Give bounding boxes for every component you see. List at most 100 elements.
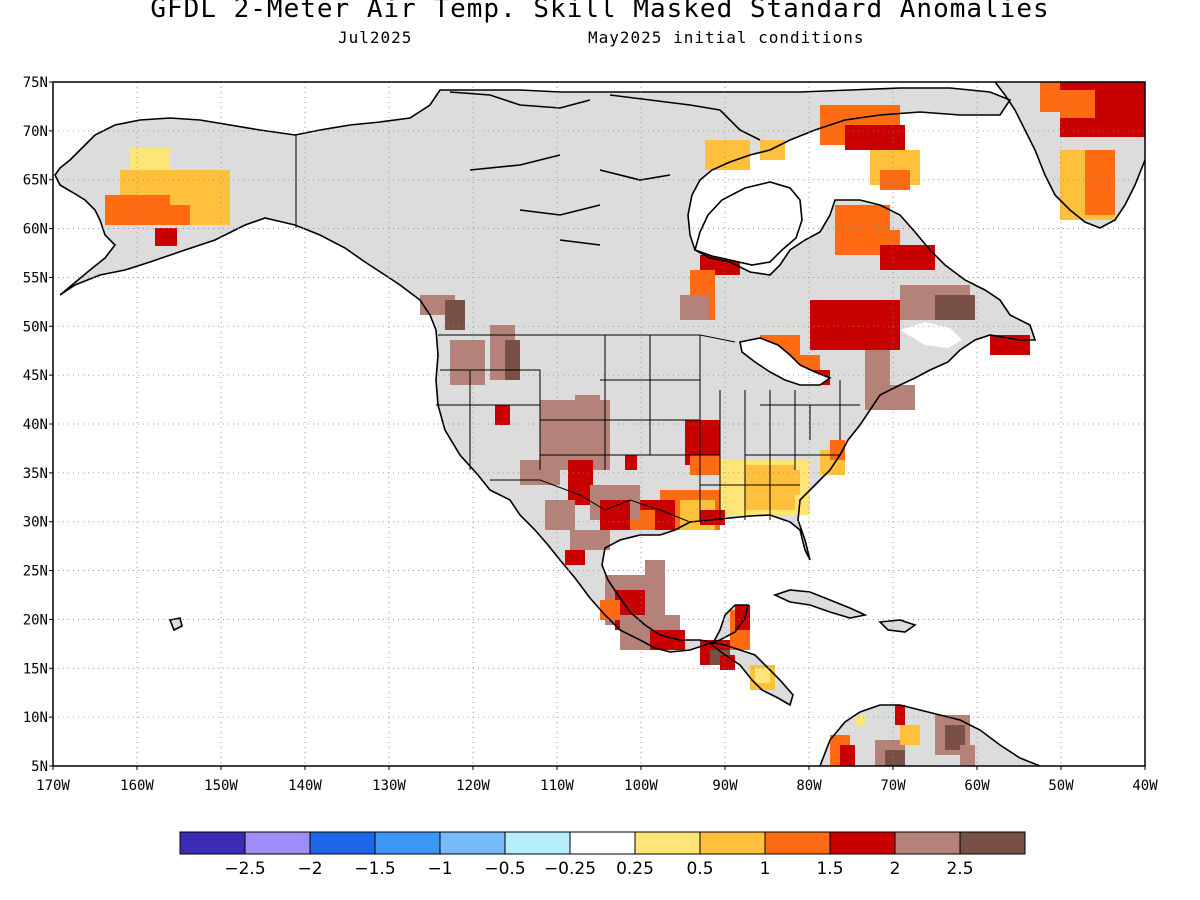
lat-label: 75N — [23, 75, 48, 91]
longitude-labels: 170W 160W 150W 140W 130W 120W 110W 100W 90W 80W 70… — [36, 766, 1158, 794]
colorbar-swatch — [634, 831, 701, 855]
hispaniola-land — [880, 620, 915, 632]
latitude-labels: 75N 70N 65N 60N 55N 50N 45N 40N 35N 30N 25N 20N 15N 1… — [23, 75, 53, 775]
anomaly-cell — [565, 550, 585, 565]
anomaly-cell — [568, 460, 593, 505]
lon-label: 150W — [204, 778, 238, 794]
gridlines — [53, 82, 1145, 766]
lon-label: 80W — [796, 778, 822, 794]
colorbar-label: −2.5 — [224, 859, 265, 879]
anomaly-cell — [855, 715, 865, 725]
anomaly-cell — [645, 560, 665, 620]
colorbar-label: −1 — [427, 859, 452, 879]
colorbar-swatch — [439, 831, 506, 855]
coastline — [54, 82, 1145, 766]
anomaly-cell — [450, 340, 485, 385]
anomaly-cell — [830, 315, 890, 345]
anomaly-cell — [960, 745, 975, 766]
anomaly-cell — [445, 300, 465, 330]
lat-label: 50N — [23, 319, 48, 335]
hudson-bay — [695, 182, 802, 265]
anomaly-cell — [755, 668, 770, 683]
anomaly-cell — [155, 228, 177, 246]
lat-label: 60N — [23, 222, 48, 238]
anomaly-cell — [935, 295, 975, 320]
anomaly-cell — [945, 725, 965, 750]
anomaly-cell — [680, 295, 710, 320]
lon-label: 170W — [36, 778, 70, 794]
anomaly-cell — [600, 500, 630, 530]
colorbar-label: 0.5 — [686, 859, 713, 879]
anomaly-cell — [885, 750, 905, 766]
lat-label: 45N — [23, 368, 48, 384]
lat-label: 35N — [23, 466, 48, 482]
colorbar-swatch — [569, 831, 636, 855]
colorbar-swatch — [959, 831, 1026, 855]
lon-label: 50W — [1048, 778, 1074, 794]
lon-label: 90W — [712, 778, 738, 794]
anomaly-cell — [575, 395, 600, 470]
lat-label: 5N — [31, 759, 48, 775]
anomaly-cell — [625, 455, 637, 470]
anomaly-cell — [780, 470, 800, 495]
colorbar-label: −2 — [297, 859, 322, 879]
colorbar-swatch — [179, 831, 246, 855]
anomaly-cell — [495, 405, 510, 425]
lon-label: 130W — [372, 778, 406, 794]
lon-label: 40W — [1132, 778, 1158, 794]
north-america-land — [55, 88, 1035, 705]
anomaly-cell — [145, 205, 190, 225]
anomaly-cell — [690, 455, 720, 475]
anomaly-cell — [760, 140, 785, 160]
lon-label: 110W — [540, 778, 574, 794]
anomaly-cell — [890, 385, 915, 410]
lat-label: 10N — [23, 710, 48, 726]
lat-label: 55N — [23, 270, 48, 286]
political-boundaries — [295, 135, 860, 523]
colorbar-swatch — [309, 831, 376, 855]
valid-month: Jul2025 — [338, 28, 413, 47]
anomaly-cell — [840, 745, 855, 766]
anomaly-cell — [895, 705, 905, 725]
lat-label: 30N — [23, 515, 48, 531]
lat-label: 15N — [23, 661, 48, 677]
anomaly-cell — [880, 245, 935, 270]
colorbar-swatch — [244, 831, 311, 855]
anomaly-cell — [505, 340, 520, 380]
anomaly-cell — [865, 350, 890, 410]
lon-label: 100W — [624, 778, 658, 794]
lon-label: 160W — [120, 778, 154, 794]
anomaly-cell — [845, 125, 905, 150]
anomaly-cell — [545, 500, 575, 530]
colorbar-swatch — [699, 831, 766, 855]
lat-label: 40N — [23, 417, 48, 433]
anomaly-cell — [1085, 150, 1115, 215]
lat-label: 25N — [23, 564, 48, 580]
colorbar-label: −1.5 — [354, 859, 395, 879]
colorbar-label: −0.5 — [484, 859, 525, 879]
colorbar-labels: −2.5 −2 −1.5 −1 −0.5 −0.25 0.25 0.5 1 1.5 2 2.5 — [224, 859, 973, 879]
colorbar-label: 1.5 — [816, 859, 843, 879]
colorbar-label: 1 — [760, 859, 771, 879]
colorbar-swatch — [374, 831, 441, 855]
colorbar-label: 2.5 — [946, 859, 973, 879]
colorbar-label: −0.25 — [544, 859, 596, 879]
gulf-st-lawrence — [900, 322, 962, 348]
lat-label: 70N — [23, 124, 48, 140]
lon-label: 70W — [880, 778, 906, 794]
colorbar-label: 2 — [890, 859, 901, 879]
great-lakes — [740, 338, 830, 385]
anomaly-cell — [705, 140, 750, 170]
lon-label: 120W — [456, 778, 490, 794]
anomaly-cell — [600, 600, 620, 620]
anomaly-cell — [700, 510, 725, 525]
cuba-land — [775, 590, 865, 618]
map-title: GFDL 2-Meter Air Temp. Skill Masked Stan… — [150, 0, 1050, 24]
colorbar-label: 0.25 — [616, 859, 654, 879]
anomaly-cell — [130, 148, 170, 173]
colorbar-swatch — [764, 831, 831, 855]
lat-label: 20N — [23, 612, 48, 628]
colorbar-swatch — [829, 831, 896, 855]
colorbar-swatch — [894, 831, 961, 855]
